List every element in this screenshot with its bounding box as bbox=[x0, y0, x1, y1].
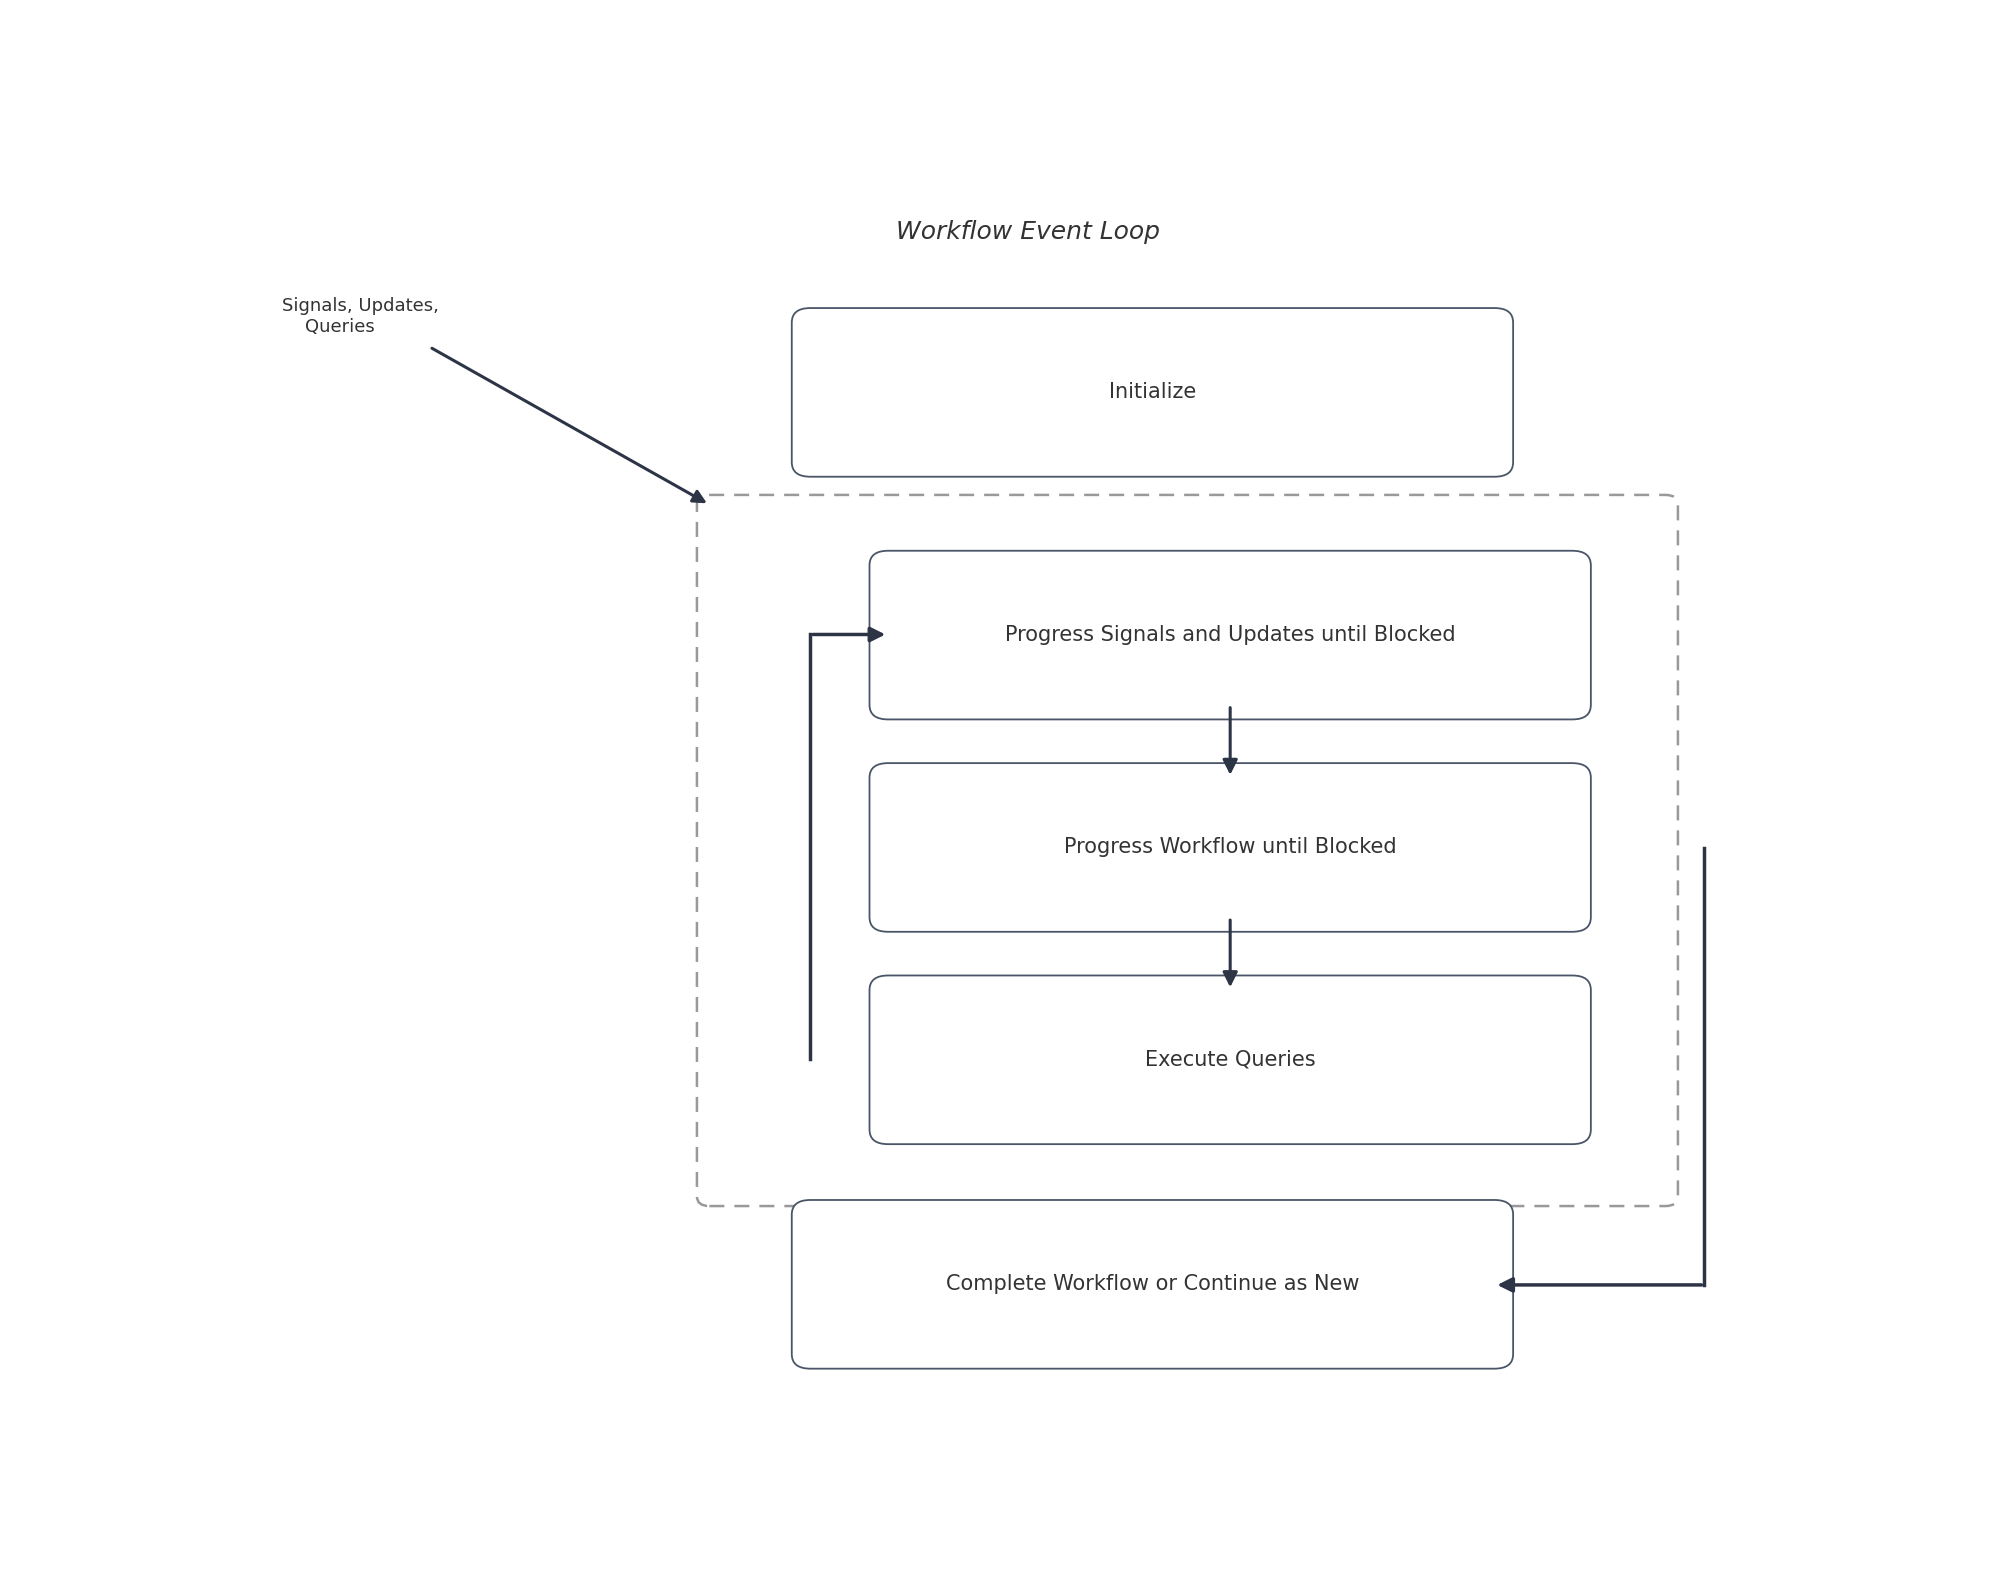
FancyBboxPatch shape bbox=[868, 763, 1590, 931]
Text: Initialize: Initialize bbox=[1109, 383, 1195, 402]
Text: Workflow Event Loop: Workflow Event Loop bbox=[896, 219, 1159, 244]
FancyBboxPatch shape bbox=[868, 550, 1590, 719]
Text: Execute Queries: Execute Queries bbox=[1145, 1050, 1315, 1070]
FancyBboxPatch shape bbox=[792, 307, 1512, 476]
Text: Progress Workflow until Blocked: Progress Workflow until Blocked bbox=[1063, 837, 1395, 857]
FancyBboxPatch shape bbox=[868, 976, 1590, 1144]
Text: Signals, Updates,
    Queries: Signals, Updates, Queries bbox=[281, 298, 439, 336]
Text: Complete Workflow or Continue as New: Complete Workflow or Continue as New bbox=[944, 1275, 1359, 1294]
FancyBboxPatch shape bbox=[792, 1199, 1512, 1368]
Text: Progress Signals and Updates until Blocked: Progress Signals and Updates until Block… bbox=[1005, 626, 1456, 645]
